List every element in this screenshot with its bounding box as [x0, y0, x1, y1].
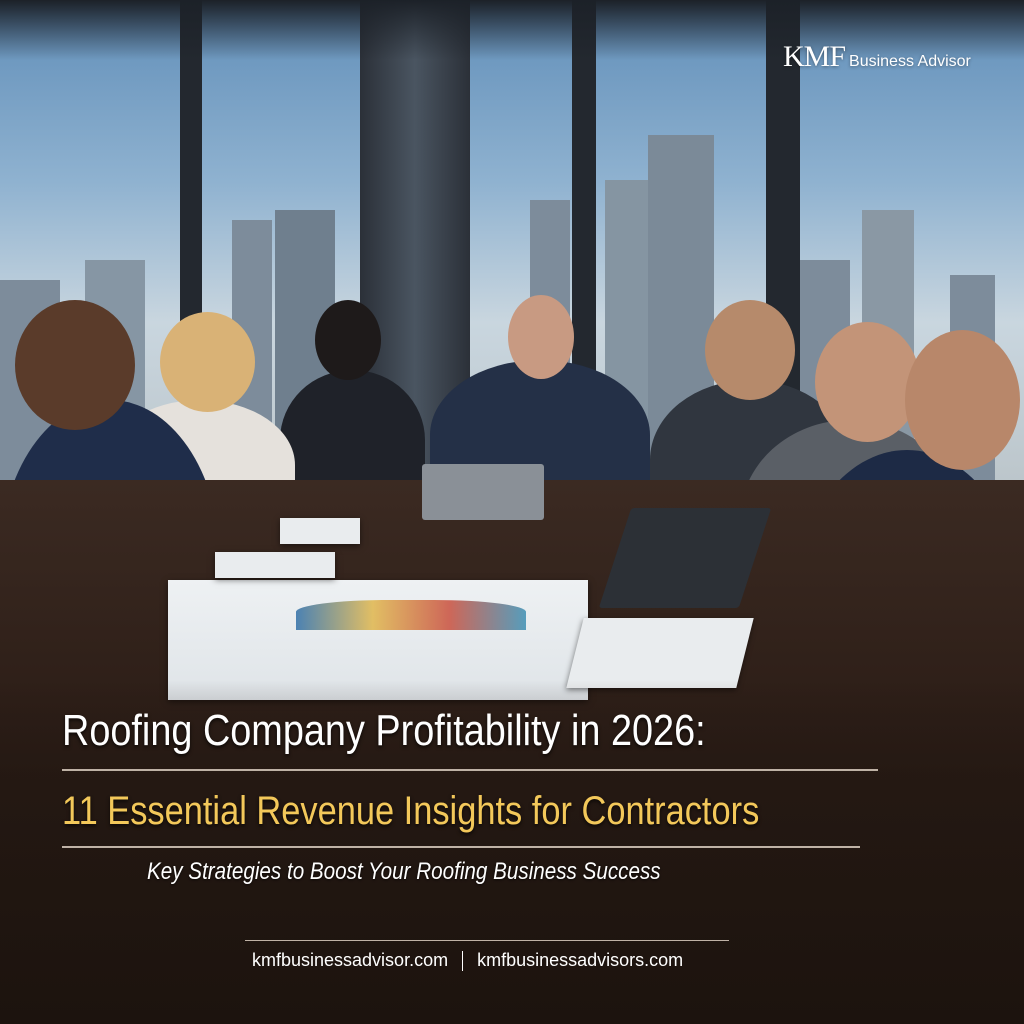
divider — [62, 846, 860, 848]
person-head — [705, 300, 795, 400]
person-head — [905, 330, 1020, 470]
brand-logo: KMF Business Advisor — [783, 40, 971, 74]
headline-subtitle: 11 Essential Revenue Insights for Contra… — [62, 789, 760, 833]
divider — [245, 940, 729, 941]
ceiling — [0, 0, 1024, 60]
footer-links: kmfbusinessadvisor.com kmfbusinessadviso… — [252, 950, 683, 971]
document — [215, 552, 335, 578]
website-link[interactable]: kmfbusinessadvisors.com — [477, 950, 684, 970]
person-head — [15, 300, 135, 430]
person-head — [815, 322, 920, 442]
person-head — [160, 312, 255, 412]
headline-title: Roofing Company Profitability in 2026: — [62, 706, 706, 755]
logo-mark: KMF — [783, 40, 846, 73]
person-head — [315, 300, 381, 380]
tagline: Key Strategies to Boost Your Roofing Bus… — [147, 858, 661, 885]
website-link[interactable]: kmfbusinessadvisor.com — [252, 950, 449, 970]
logo-text: Business Advisor — [849, 53, 971, 70]
person-head — [508, 295, 574, 379]
text-backdrop — [0, 680, 1024, 1024]
divider — [62, 769, 878, 771]
separator — [462, 950, 464, 971]
document — [280, 518, 360, 544]
document — [566, 618, 754, 688]
laptop — [422, 464, 544, 520]
